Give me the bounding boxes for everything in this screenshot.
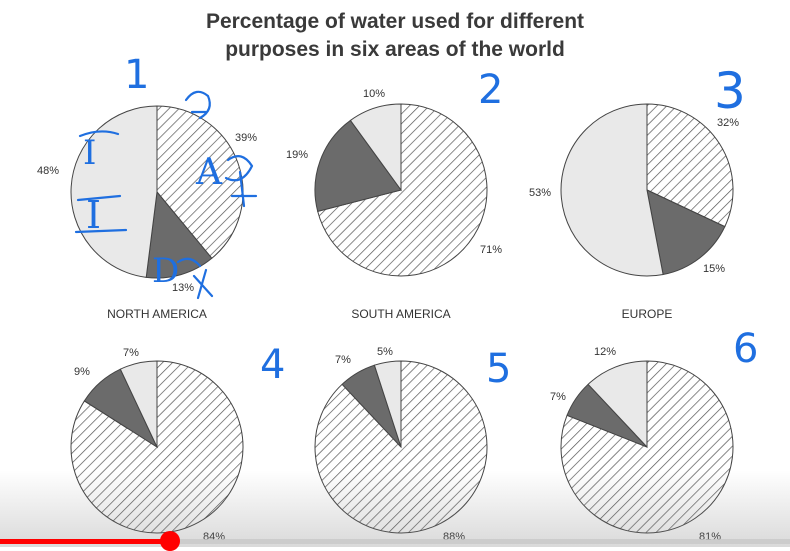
pie-slice-label: 7%: [335, 354, 351, 366]
pie-slice: [646, 103, 734, 228]
pie-slice-label: 7%: [123, 347, 139, 359]
pie-slice-label: 7%: [550, 391, 566, 403]
pie-slice-label: 9%: [74, 366, 90, 378]
handwritten-number: 6: [733, 326, 758, 372]
pie-slice-label: 53%: [529, 187, 551, 199]
handwritten-scribble: [176, 257, 214, 300]
pie-slice-label: 5%: [377, 346, 393, 358]
pie-slice-label: 48%: [37, 165, 59, 177]
pie-slice: [156, 105, 244, 259]
handwritten-number: 4: [260, 342, 285, 388]
handwritten-scribble: [78, 130, 120, 138]
handwritten-letter: D: [152, 251, 179, 291]
pie-slice: [314, 119, 402, 212]
video-progress-played: [0, 539, 170, 544]
pie-slice-label: 71%: [480, 244, 502, 256]
pie-slice-label: 39%: [235, 132, 257, 144]
handwritten-scribble: [184, 90, 211, 120]
pie-slice-label: 32%: [717, 117, 739, 129]
pie-slice: [560, 103, 664, 277]
pie-slice: [587, 360, 648, 449]
handwritten-letter: I: [83, 133, 96, 173]
pie-slice-label: 19%: [286, 149, 308, 161]
video-progress-bar[interactable]: [0, 531, 790, 551]
pie-slice-label: 10%: [363, 88, 385, 100]
handwritten-annotations: 1 2 3 4 5 6 II A D: [74, 52, 758, 392]
handwritten-number: 5: [486, 346, 511, 392]
pie-slice-label: 12%: [594, 346, 616, 358]
handwritten-letter: A: [195, 152, 223, 193]
pie-region-name: SOUTH AMERICA: [351, 307, 450, 321]
pie-slice: [349, 103, 402, 192]
pie-slice: [119, 360, 158, 448]
handwritten-number: 1: [124, 52, 149, 98]
chart-title-line-1: Percentage of water used for different: [205, 10, 585, 33]
pie-slice-label: 15%: [703, 263, 725, 275]
handwritten-scribble: [76, 194, 122, 202]
pie-slice: [646, 189, 726, 276]
pie-slice-label: 13%: [172, 282, 194, 294]
pie-slice: [317, 103, 488, 277]
handwritten-letter: I: [86, 193, 101, 237]
pie-region-name: NORTH AMERICA: [107, 307, 207, 321]
pie-slice: [145, 190, 213, 279]
pie-slice: [70, 105, 158, 278]
handwritten-number: 2: [478, 67, 503, 113]
chart-title-line-2: purposes in six areas of the world: [225, 38, 565, 61]
pie-slice: [373, 360, 402, 448]
chart-title: Percentage of water used for different p…: [0, 8, 790, 64]
handwritten-number: 3: [714, 62, 746, 120]
handwritten-scribble: [224, 155, 258, 208]
video-scrubber-handle[interactable]: [159, 531, 180, 551]
pie-region-name: EUROPE: [622, 307, 673, 321]
handwritten-scribble: [74, 228, 128, 234]
